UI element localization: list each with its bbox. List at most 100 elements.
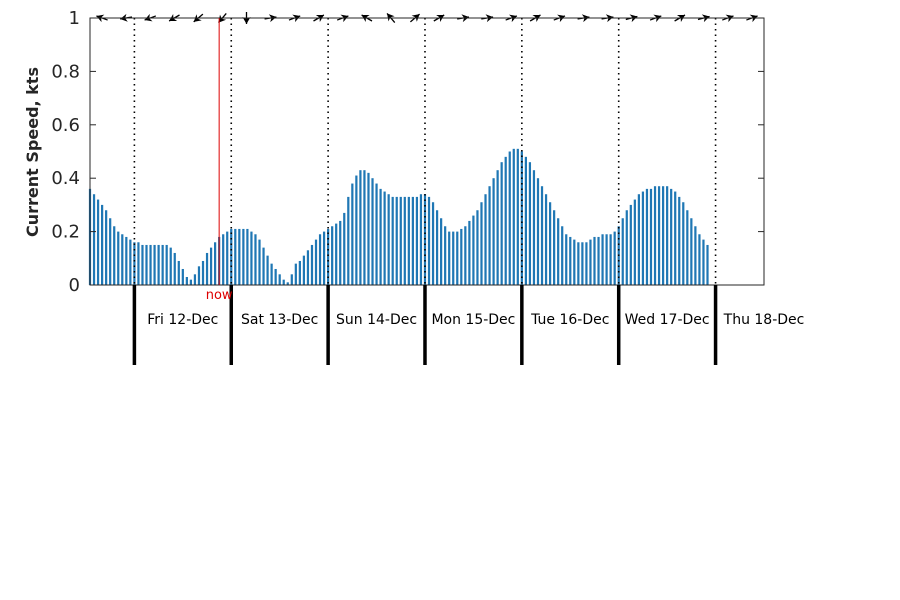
speed-bar <box>133 242 136 285</box>
now-label: now <box>206 288 233 303</box>
day-label: Tue 16-Dec <box>530 312 609 328</box>
speed-bar <box>302 255 306 285</box>
speed-bar <box>92 194 96 285</box>
speed-bar <box>702 239 705 285</box>
speed-bar <box>153 244 156 285</box>
speed-bar <box>415 196 419 285</box>
y-tick-label: 0.6 <box>51 115 80 136</box>
speed-bar <box>282 279 285 285</box>
speed-bar <box>423 194 427 285</box>
speed-bar <box>553 210 556 285</box>
speed-bar <box>577 242 580 285</box>
speed-bar <box>484 194 487 285</box>
speed-bar <box>678 196 681 285</box>
speed-bar <box>145 244 148 285</box>
speed-bar <box>488 186 491 285</box>
speed-bar <box>310 244 314 285</box>
speed-bar <box>561 226 564 285</box>
direction-arrow-head <box>242 17 251 24</box>
speed-bar <box>367 172 370 285</box>
speed-bar <box>121 234 124 285</box>
speed-bar <box>480 202 483 285</box>
speed-bar <box>185 276 188 285</box>
speed-bar <box>516 148 519 285</box>
speed-bar <box>181 268 184 285</box>
day-label: Fri 12-Dec <box>147 312 218 328</box>
speed-bar <box>226 231 229 285</box>
speed-bar <box>407 196 410 285</box>
speed-bar <box>573 239 576 285</box>
day-label: Sat 13-Dec <box>241 312 318 328</box>
plot-frame <box>89 17 765 286</box>
speed-bar <box>605 234 608 285</box>
direction-arrow-head <box>411 14 420 22</box>
speed-bar <box>318 234 322 285</box>
speed-bar <box>504 156 507 285</box>
speed-bar <box>391 196 394 285</box>
speed-bar <box>569 236 572 285</box>
speed-bar <box>613 231 616 285</box>
speed-bar <box>379 188 382 285</box>
speed-bar <box>359 170 362 285</box>
day-tick-lines <box>132 285 718 365</box>
y-tick-label: 0.8 <box>51 61 80 82</box>
speed-bar <box>209 247 213 285</box>
speed-bar <box>593 236 596 285</box>
speed-bar <box>117 231 120 285</box>
speed-bar <box>565 234 568 285</box>
speed-bar <box>686 210 689 285</box>
speed-bar <box>460 228 463 285</box>
speed-bar <box>347 196 350 285</box>
speed-bar <box>431 202 435 285</box>
speed-bar <box>419 194 423 285</box>
speed-bar <box>444 226 447 285</box>
speed-bar <box>508 151 511 285</box>
speed-bar <box>609 234 612 285</box>
day-labels: Fri 12-Dec Sat 13-Dec Sun 14-Dec Mon 15-Dec… <box>147 312 804 328</box>
speed-bar <box>169 247 172 285</box>
speed-bar <box>157 244 160 285</box>
speed-bar <box>129 239 132 285</box>
speed-bar <box>355 175 358 285</box>
speed-bar <box>205 252 209 285</box>
speed-bar <box>440 218 443 285</box>
speed-bar <box>351 183 354 285</box>
speed-bar <box>637 194 640 285</box>
speed-bar <box>125 236 128 285</box>
speed-bar <box>641 191 645 285</box>
speed-bar <box>189 279 193 285</box>
speed-bar <box>214 242 217 285</box>
speed-bar <box>234 228 237 285</box>
speed-bar <box>137 242 140 285</box>
direction-arrow-head <box>218 14 227 23</box>
speed-bar <box>500 162 503 285</box>
speed-bar <box>363 170 366 285</box>
direction-arrow-head <box>387 13 395 22</box>
speed-bar <box>105 210 108 285</box>
speed-bar <box>690 218 693 285</box>
speed-bar <box>254 234 257 285</box>
y-axis-label: Current Speed, kts <box>23 67 42 237</box>
speed-bar <box>629 204 632 285</box>
speed-bar <box>161 244 164 285</box>
speed-bar <box>230 228 233 285</box>
speed-bar <box>258 239 261 285</box>
speed-bar <box>524 156 527 285</box>
speed-bar <box>383 191 386 285</box>
speed-bar <box>512 148 515 285</box>
speed-bar <box>197 266 201 285</box>
speed-bar <box>427 196 431 285</box>
speed-bar <box>649 188 653 285</box>
speed-bar <box>674 191 677 285</box>
speed-bar <box>548 202 552 285</box>
speed-bar <box>96 199 100 285</box>
speed-bar <box>101 204 104 285</box>
speed-bar <box>456 231 459 285</box>
speed-bar <box>343 212 346 285</box>
speed-bar <box>496 170 499 285</box>
speed-bar <box>327 228 330 285</box>
speed-bar <box>532 170 536 285</box>
speed-bar <box>290 274 293 285</box>
speed-bar <box>536 178 540 285</box>
speed-bar <box>601 234 604 285</box>
